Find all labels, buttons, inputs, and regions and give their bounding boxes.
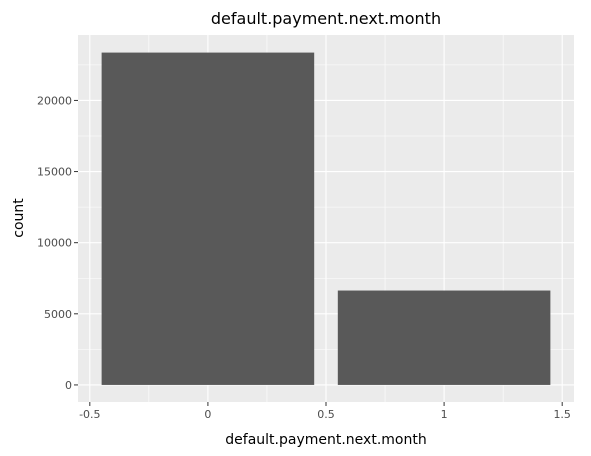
y-tick-label: 10000 (37, 237, 72, 250)
x-tick-label: 1 (441, 408, 448, 421)
x-axis-ticks: -0.5 0 0.5 1 1.5 (79, 402, 571, 421)
x-tick-label: 1.5 (553, 408, 571, 421)
y-axis-ticks: 0 5000 10000 15000 20000 (37, 94, 78, 392)
y-tick-label: 5000 (44, 308, 72, 321)
y-tick-label: 0 (65, 379, 72, 392)
bars (101, 52, 551, 385)
x-tick-label: -0.5 (79, 408, 100, 421)
x-tick-label: 0.5 (317, 408, 335, 421)
bar-0 (101, 52, 315, 385)
x-axis-title: default.payment.next.month (225, 432, 426, 448)
bar-1 (337, 290, 551, 385)
chart-title: default.payment.next.month (211, 9, 441, 28)
x-tick-label: 0 (204, 408, 211, 421)
y-tick-label: 15000 (37, 166, 72, 179)
y-axis-title: count (11, 198, 27, 238)
y-tick-label: 20000 (37, 94, 72, 107)
